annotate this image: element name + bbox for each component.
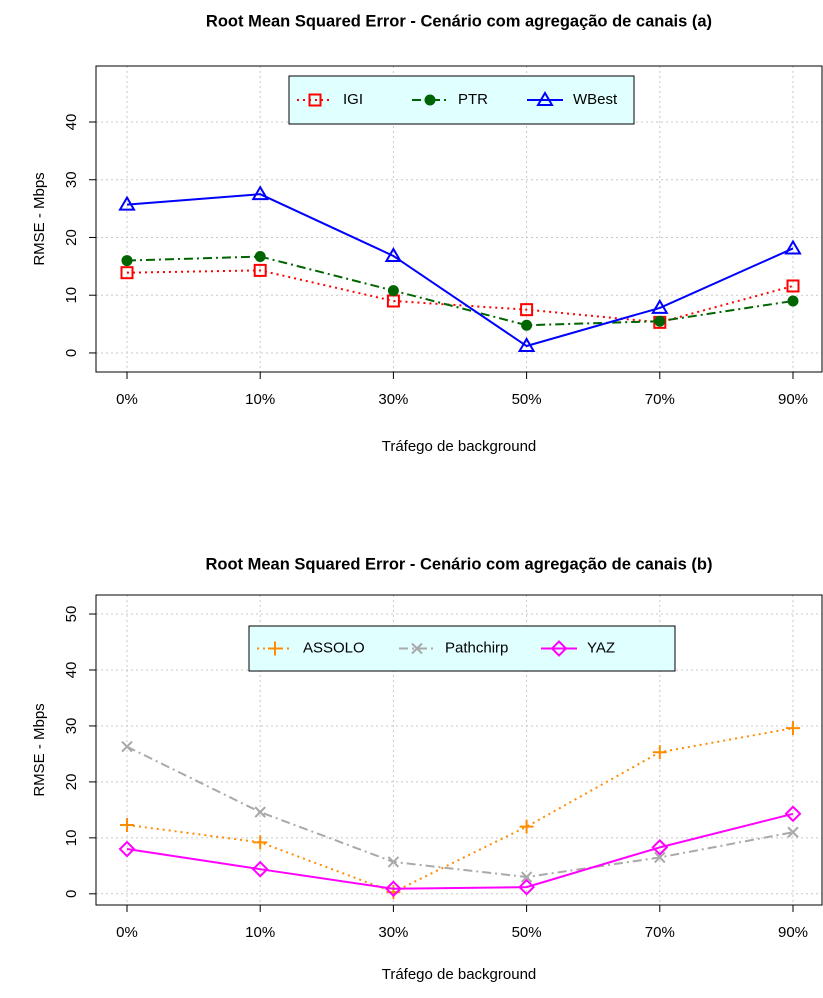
marker xyxy=(120,817,134,832)
series-line xyxy=(126,727,794,894)
legend-label: IGI xyxy=(343,91,363,108)
y-tick-label: 0 xyxy=(63,890,80,898)
x-axis-label: Tráfego de background xyxy=(382,966,537,983)
marker xyxy=(517,337,536,353)
y-axis-label: RMSE - Mbps xyxy=(31,172,48,265)
y-tick-label: 10 xyxy=(63,830,80,847)
plot-frame xyxy=(95,594,823,906)
y-tick-label: 30 xyxy=(63,718,80,735)
x-tick-label: 30% xyxy=(378,391,408,408)
legend-marker xyxy=(268,641,282,656)
chart-title: Root Mean Squared Error - Cenário com ag… xyxy=(206,12,712,30)
legend: IGI PTR WBest xyxy=(288,75,635,125)
marker xyxy=(251,185,269,201)
marker xyxy=(654,315,666,327)
marker xyxy=(786,721,800,736)
y-tick-label: 10 xyxy=(63,287,80,304)
legend-label: ASSOLO xyxy=(303,639,365,656)
legend-label: Pathchirp xyxy=(445,639,508,656)
x-tick-label: 50% xyxy=(512,391,542,408)
legend-box xyxy=(248,625,676,672)
legend-marker xyxy=(308,93,322,107)
y-tick-label: 40 xyxy=(63,114,80,131)
legend-marker xyxy=(550,640,568,657)
y-tick-label: 30 xyxy=(63,171,80,188)
marker xyxy=(787,826,799,838)
x-tick-label: 70% xyxy=(645,391,675,408)
marker xyxy=(118,195,136,211)
marker xyxy=(387,856,400,868)
y-axis-label: RMSE - Mbps xyxy=(31,703,48,796)
marker xyxy=(520,303,534,317)
series-line xyxy=(126,255,794,327)
y-tick-label: 0 xyxy=(63,349,80,357)
marker xyxy=(384,880,402,898)
marker xyxy=(121,255,133,267)
marker xyxy=(521,319,533,331)
marker xyxy=(651,838,669,856)
marker xyxy=(654,851,666,864)
x-tick-label: 0% xyxy=(116,391,138,408)
x-tick-label: 10% xyxy=(245,924,275,941)
series-line xyxy=(126,193,794,348)
y-tick-label: 20 xyxy=(63,229,80,246)
x-tick-label: 70% xyxy=(645,924,675,941)
marker xyxy=(384,246,403,262)
x-tick-label: 30% xyxy=(378,924,408,941)
x-tick-label: 0% xyxy=(116,924,138,941)
marker xyxy=(251,860,269,878)
marker xyxy=(652,745,667,760)
legend-label: PTR xyxy=(458,91,488,108)
marker xyxy=(520,871,533,883)
chart-title: Root Mean Squared Error - Cenário com ag… xyxy=(205,555,712,573)
x-axis-label: Tráfego de background xyxy=(382,438,537,455)
x-tick-label: 10% xyxy=(245,391,275,408)
legend-box xyxy=(288,75,635,125)
marker xyxy=(784,239,802,255)
y-tick-label: 20 xyxy=(63,774,80,791)
legend-marker xyxy=(424,94,436,106)
marker xyxy=(651,298,669,314)
marker xyxy=(784,805,802,823)
marker xyxy=(519,819,534,834)
marker xyxy=(253,263,267,277)
legend: ASSOLO Pathchirp YAZ xyxy=(248,625,676,672)
marker xyxy=(518,878,536,896)
x-tick-label: 50% xyxy=(512,924,542,941)
legend-marker xyxy=(536,91,554,106)
plot-frame xyxy=(95,65,823,373)
x-tick-label: 90% xyxy=(778,391,808,408)
marker xyxy=(254,806,266,818)
marker xyxy=(253,835,268,850)
legend-label: YAZ xyxy=(587,639,615,656)
legend-label: WBest xyxy=(573,91,618,108)
marker xyxy=(254,251,266,263)
y-tick-label: 50 xyxy=(63,606,80,623)
x-tick-label: 90% xyxy=(778,924,808,941)
marker xyxy=(387,285,399,297)
marker xyxy=(121,740,133,753)
marker xyxy=(787,295,799,307)
marker xyxy=(786,279,800,293)
marker xyxy=(118,840,136,858)
series-line xyxy=(126,812,794,890)
series-line xyxy=(126,269,794,324)
y-tick-label: 40 xyxy=(63,662,80,679)
series-line xyxy=(126,745,794,879)
legend-marker xyxy=(411,642,423,655)
marker xyxy=(120,266,134,280)
